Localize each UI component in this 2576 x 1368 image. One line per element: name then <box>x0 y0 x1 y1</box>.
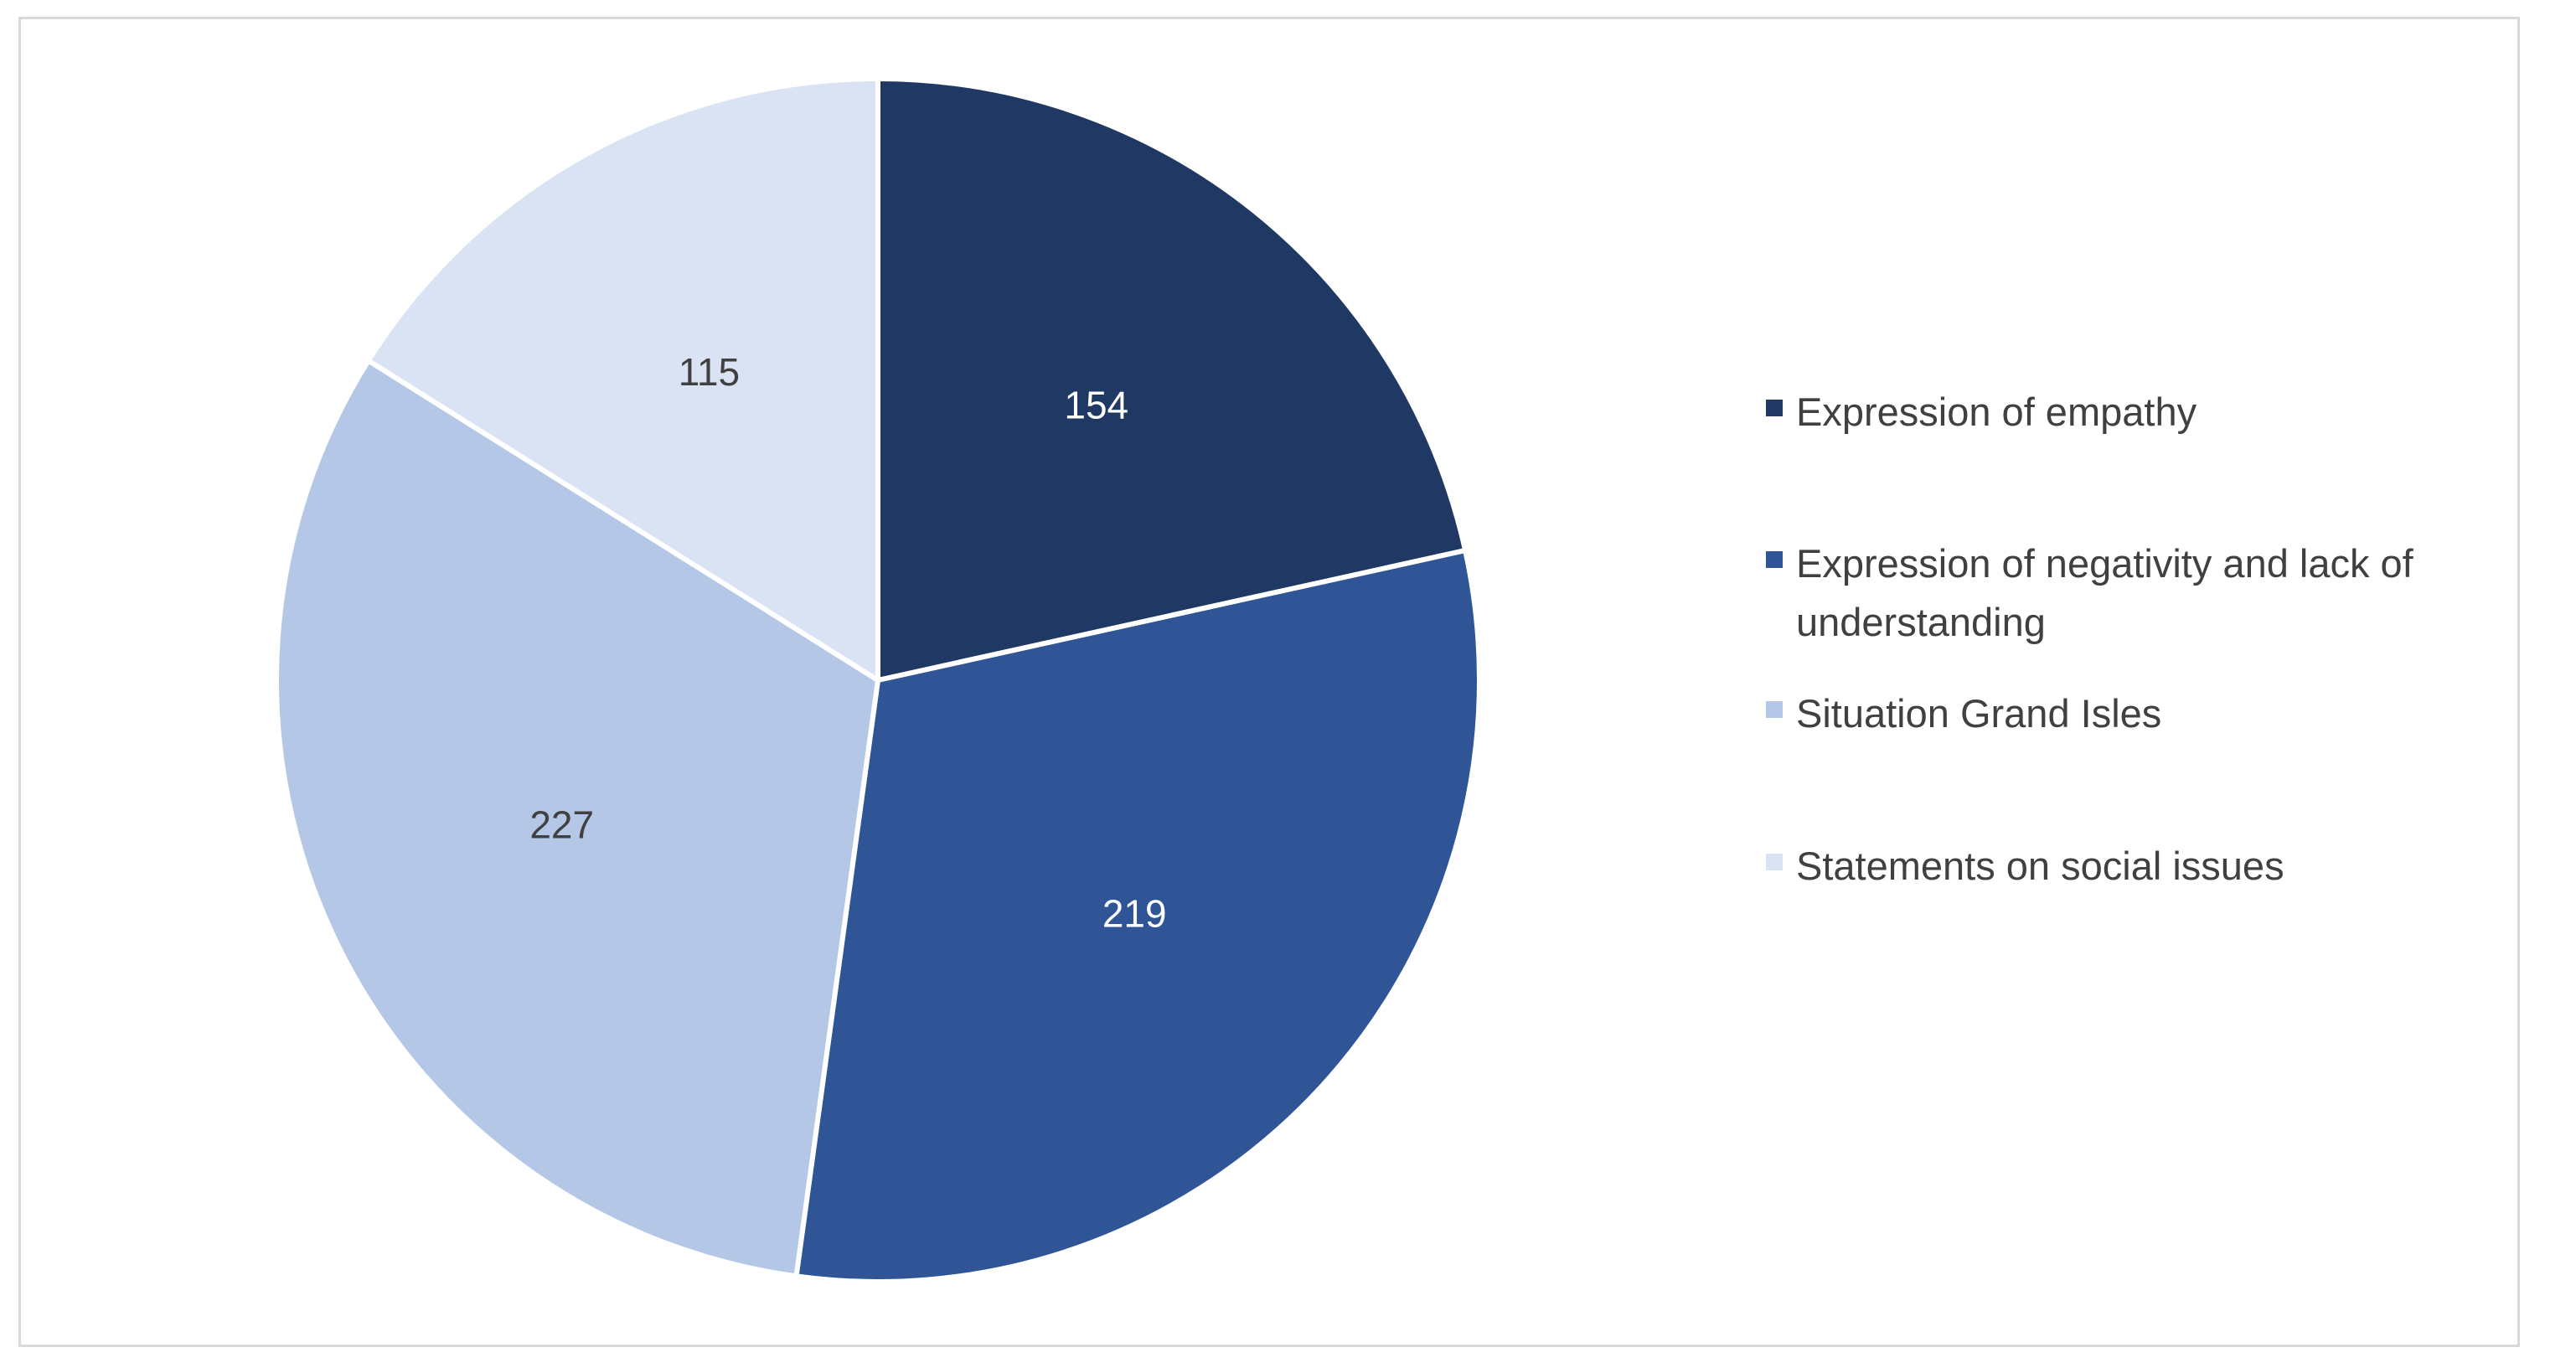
legend-label-1: Expression of empathy <box>1796 390 2197 434</box>
pie-slice-2 <box>793 548 1482 1284</box>
legend: Expression of empathy Expression of negat… <box>1766 390 2414 888</box>
slice-value-label-3: 227 <box>529 803 594 846</box>
legend-label-3: Situation Grand Isles <box>1796 691 2161 736</box>
slice-value-label-1: 154 <box>1064 383 1128 426</box>
legend-label-2: Expression of negativity and lack of unde… <box>1796 541 2414 644</box>
pie-slice-1 <box>875 76 1469 683</box>
slice-value-label-4: 115 <box>679 350 740 394</box>
legend-marker-1 <box>1766 400 1783 416</box>
pie-slice-3 <box>274 358 880 1279</box>
legend-marker-2 <box>1766 551 1783 568</box>
pie-slice-4 <box>365 76 880 683</box>
legend-marker-3 <box>1766 701 1783 718</box>
legend-label-4: Statements on social issues <box>1796 844 2284 888</box>
slice-value-label-2: 219 <box>1102 891 1167 935</box>
legend-marker-4 <box>1766 854 1783 870</box>
